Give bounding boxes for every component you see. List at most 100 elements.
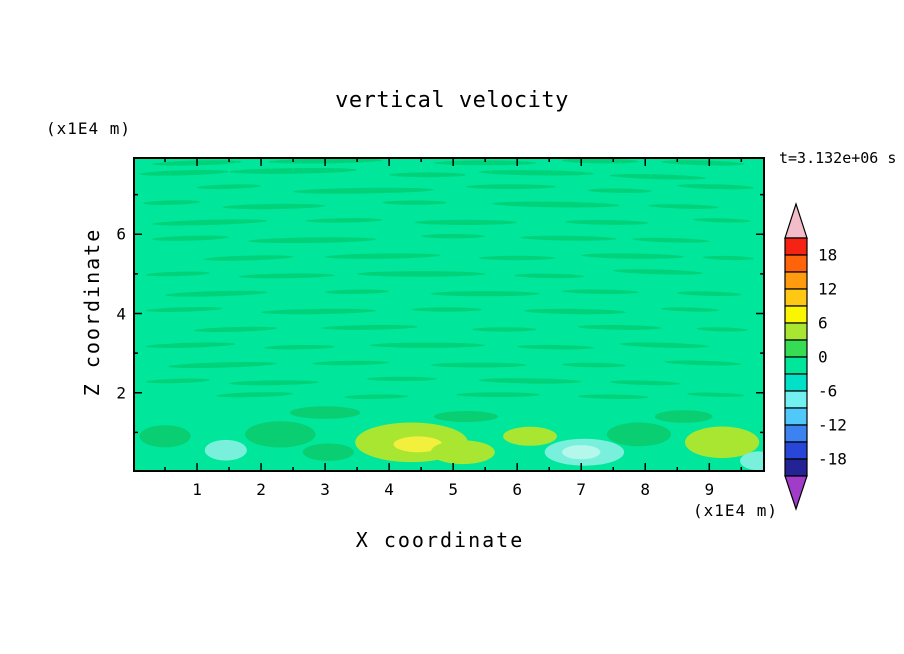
contour-streak [562,362,626,368]
contour-streak [229,167,358,174]
contour-streak [587,188,652,193]
contour-streak [693,218,751,223]
contour-streak [305,218,383,223]
contour-streak [578,394,649,399]
contour-streak [523,308,626,315]
contour-streak [321,324,418,330]
contour-streak [562,289,639,294]
contour-plot [133,157,765,472]
colorbar-segment [784,407,808,426]
contour-blob [685,426,760,459]
colorbar-label: 18 [818,245,838,265]
contour-streak [478,378,582,384]
colorbar-segment [784,339,808,358]
time-label: t=3.132e+06 s [779,149,897,167]
contour-streak [382,200,447,205]
plot-frame [133,157,765,472]
contour-streak [430,291,540,297]
contour-streak [610,380,681,386]
x-tick-label: 7 [576,480,587,499]
contour-streak [222,203,326,210]
x-axis-title: X coordinate [355,528,525,552]
contour-streak [152,219,268,226]
colorbar-segment [784,288,808,307]
contour-streak [312,360,390,366]
contour-blob [740,451,765,471]
colorbar-segment [784,390,808,409]
contour-streak [369,342,486,348]
contour-blob [393,436,443,453]
contour-streak [421,234,486,239]
colorbar-label: 0 [818,347,828,367]
colorbar-top-arrow [784,202,808,239]
x-tick-label: 9 [704,480,715,499]
colorbar-segment [784,441,808,460]
contour-streak [197,184,261,190]
contour-streak [325,253,441,259]
y-tick-label: 6 [116,224,126,244]
contour-streak [478,255,556,261]
contour-streak [389,172,466,178]
contour-blob [302,443,354,461]
contour-streak [619,342,710,348]
contour-streak [632,237,710,243]
contour-blob [562,445,601,460]
contour-blob [139,425,191,448]
contour-streak [261,308,377,315]
contour-streak [610,174,707,180]
contour-streak [238,273,335,279]
x-tick-label: 5 [448,480,458,499]
colorbar [784,202,808,511]
contour-streak [142,200,201,205]
contour-streak [193,326,278,333]
colorbar-segment [784,237,808,256]
contour-streak [411,307,482,312]
contour-streak [145,271,210,277]
colorbar-segment [784,322,808,341]
contour-streak [430,362,527,368]
contour-streak [152,235,229,241]
contour-streak [664,360,742,366]
contour-streak [613,269,703,275]
colorbar-segment [784,458,808,477]
contour-streak [145,342,236,348]
contour-blob [503,426,557,446]
contour-streak [677,291,742,297]
y-tick-label: 2 [116,383,126,403]
contour-streak [229,380,319,386]
x-tick-label: 2 [256,480,266,499]
colorbar-segment [784,373,808,392]
contour-streak [139,169,229,176]
contour-streak [565,219,649,225]
contour-streak [145,307,223,312]
contour-streak [661,160,745,166]
y-axis-unit-label: (x1E4 m) [46,119,132,138]
contour-streak [696,327,748,332]
contour-blob [654,410,713,423]
contour-streak [514,273,585,279]
contour-streak [325,289,390,294]
contour-streak [520,235,617,241]
colorbar-label: -12 [818,415,847,435]
contour-streak [344,394,409,399]
contour-streak [203,255,294,261]
colorbar-segment [784,271,808,290]
contour-streak [168,361,277,369]
contour-streak [165,290,268,297]
contour-streak [248,237,377,244]
colorbar-bottom-arrow [784,475,808,511]
contour-streak [478,170,594,176]
colorbar-label: 12 [818,279,838,299]
contour-streak [357,271,486,277]
colorbar-segment [784,305,808,324]
contour-streak [434,160,537,166]
contour-blob [434,411,498,422]
contour-streak [702,255,755,261]
contour-streak [578,324,662,330]
x-tick-label: 4 [384,480,394,499]
contour-streak [517,344,594,350]
colorbar-segment [784,424,808,443]
contour-blob [606,422,671,447]
contour-streak [414,219,518,225]
contour-streak [293,187,434,194]
